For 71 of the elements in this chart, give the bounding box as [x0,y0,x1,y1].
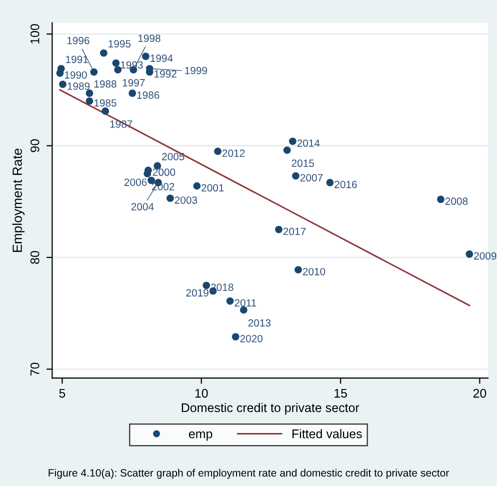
y-tick-label: 80 [30,250,40,264]
annotation: 1990 [64,71,87,79]
annotation: 2017 [283,228,306,236]
point [193,182,201,190]
point [59,80,66,88]
annotation: 1991 [66,56,88,64]
point [294,266,302,274]
x-tick-label: 15 [334,388,347,398]
legend-label: emp [188,431,212,441]
annotation: 2004 [131,203,154,210]
annotation: 1998 [138,34,160,42]
point [202,282,210,290]
annotation: 1999 [185,66,208,74]
point [128,90,136,97]
annotation: 2020 [240,334,263,342]
x-tick-label: 5 [59,388,66,398]
point [114,66,122,74]
point [90,68,98,76]
x-axis-title: Domestic credit to private sector [182,402,360,415]
x-tick-label: 20 [473,388,486,398]
point [86,97,94,105]
annotation: 1989 [68,82,90,90]
annotation: 1997 [122,79,145,86]
annotation: 1988 [94,80,116,88]
legend-label: Fitted values [292,429,362,438]
annotation: 1985 [94,99,116,107]
annotation: 2012 [222,150,245,157]
annotation: 2003 [174,196,198,204]
annotation: 2001 [202,184,224,192]
point [232,333,240,340]
point [283,146,291,154]
annotation: 2000 [152,168,176,176]
x-tick-label: 10 [195,388,208,398]
point [437,196,444,204]
annotation: 2006 [124,178,147,186]
point [166,194,174,202]
point [226,297,234,305]
caption: Figure 4.10(a): Scatter graph of employment rate and domestic credit to private sector [48,468,449,479]
point [100,49,108,57]
annotation: 2019 [186,289,208,297]
annotation: 2007 [300,174,323,182]
y-axis-title: Employment Rate [12,148,25,252]
y-tick-label: 90 [30,139,40,152]
annotation: 2013 [248,319,271,327]
annotation: 2009 [474,252,496,260]
point [86,90,94,97]
annotation: 1995 [108,40,131,48]
y-tick-label: 70 [30,362,40,376]
annotation: 1996 [67,36,90,44]
point [148,176,155,184]
point [142,52,150,60]
y-tick-label: 100 [30,24,40,44]
point [112,59,120,67]
point [288,138,296,145]
annotation: 1994 [150,54,173,62]
point [275,226,282,234]
annotation: 2008 [445,198,468,205]
annotation: 1986 [137,91,160,99]
point [292,172,300,180]
point [102,107,110,115]
annotation: 2005 [162,152,184,160]
annotation: 2016 [334,180,357,188]
annotation: 2011 [234,299,256,307]
annotation: 2010 [302,268,326,276]
point [57,64,65,72]
point [466,250,474,258]
point [214,148,222,155]
point [326,178,334,186]
annotation: 2014 [297,139,320,147]
annotation: 1992 [154,70,176,78]
annotation: 2015 [292,160,314,167]
